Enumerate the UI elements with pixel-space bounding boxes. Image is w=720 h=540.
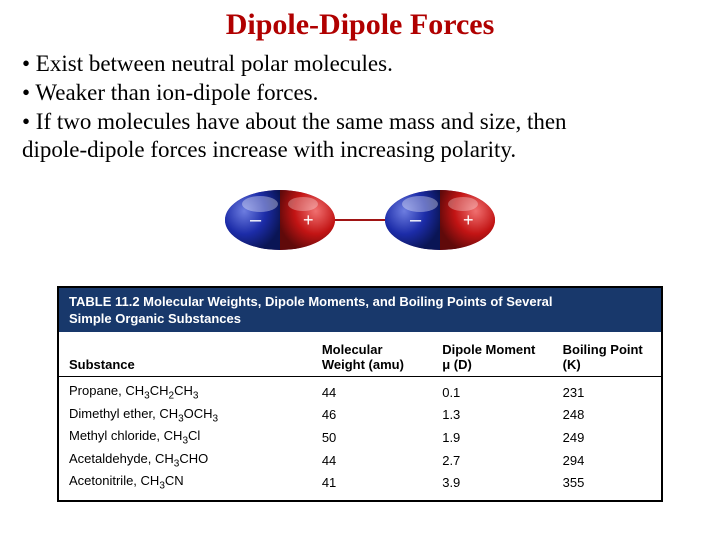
bullet-3-line2: dipole-dipole forces increase with incre… — [22, 136, 698, 165]
table-row: Dimethyl ether, CH3OCH3461.3248 — [59, 404, 661, 427]
cell-bp: 294 — [553, 449, 661, 472]
cell-dm: 0.1 — [432, 377, 552, 404]
cell-mw: 44 — [312, 377, 432, 404]
cell-substance: Dimethyl ether, CH3OCH3 — [59, 404, 312, 427]
col-substance: Substance — [59, 332, 312, 377]
slide: Dipole-Dipole Forces • Exist between neu… — [0, 0, 720, 540]
plus-sign-2: + — [463, 210, 474, 230]
table-title-line2: Simple Organic Substances — [59, 311, 661, 332]
cell-dm: 3.9 — [432, 471, 552, 500]
plus-sign: + — [303, 210, 314, 230]
col-bp: Boiling Point(K) — [553, 332, 661, 377]
bullet-1: • Exist between neutral polar molecules. — [22, 50, 698, 79]
cell-mw: 44 — [312, 449, 432, 472]
cell-bp: 231 — [553, 377, 661, 404]
dipole-svg: – + – + — [215, 179, 505, 261]
table-row: Methyl chloride, CH3Cl501.9249 — [59, 426, 661, 449]
col-mw: MolecularWeight (amu) — [312, 332, 432, 377]
dipole-diagram: – + – + — [22, 179, 698, 266]
cell-bp: 249 — [553, 426, 661, 449]
bullet-list: • Exist between neutral polar molecules.… — [22, 50, 698, 165]
minus-sign: – — [250, 209, 262, 231]
col-dm: Dipole Momentμ (D) — [432, 332, 552, 377]
cell-dm: 1.9 — [432, 426, 552, 449]
bullet-2: • Weaker than ion-dipole forces. — [22, 79, 698, 108]
cell-dm: 2.7 — [432, 449, 552, 472]
table-title-line1: TABLE 11.2 Molecular Weights, Dipole Mom… — [59, 288, 661, 311]
cell-bp: 248 — [553, 404, 661, 427]
cell-substance: Acetonitrile, CH3CN — [59, 471, 312, 500]
cell-mw: 46 — [312, 404, 432, 427]
table-row: Acetonitrile, CH3CN413.9355 — [59, 471, 661, 500]
table-row: Acetaldehyde, CH3CHO442.7294 — [59, 449, 661, 472]
bullet-3-line1: • If two molecules have about the same m… — [22, 108, 698, 137]
table-row: Propane, CH3CH2CH3440.1231 — [59, 377, 661, 404]
cell-substance: Propane, CH3CH2CH3 — [59, 377, 312, 404]
cell-substance: Methyl chloride, CH3Cl — [59, 426, 312, 449]
cell-dm: 1.3 — [432, 404, 552, 427]
page-title: Dipole-Dipole Forces — [22, 8, 698, 42]
cell-mw: 41 — [312, 471, 432, 500]
cell-mw: 50 — [312, 426, 432, 449]
data-table: TABLE 11.2 Molecular Weights, Dipole Mom… — [57, 286, 663, 502]
minus-sign-2: – — [410, 209, 422, 231]
cell-substance: Acetaldehyde, CH3CHO — [59, 449, 312, 472]
cell-bp: 355 — [553, 471, 661, 500]
